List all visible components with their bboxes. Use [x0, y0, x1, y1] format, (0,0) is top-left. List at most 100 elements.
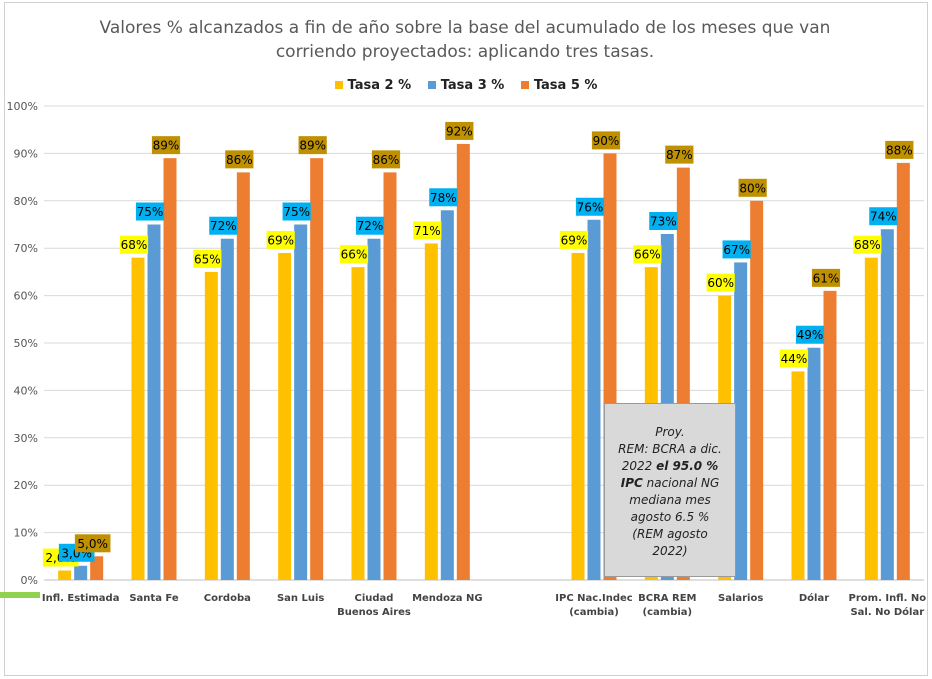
data-label: 5,0% — [77, 537, 108, 551]
legend-item-tasa-3: Tasa 3 % — [427, 78, 505, 93]
annotation-line-7: (REM agosto — [632, 527, 708, 541]
data-label: 89% — [299, 139, 326, 153]
bar — [90, 556, 104, 580]
y-tick-label: 60% — [14, 290, 38, 303]
data-label-background — [266, 230, 295, 249]
y-tick-label: 80% — [14, 195, 38, 208]
data-label-background — [706, 273, 735, 292]
y-tick-label: 30% — [14, 432, 38, 445]
annotation-line-8: 2022) — [652, 544, 688, 558]
data-label: 69% — [267, 233, 294, 247]
bar — [864, 257, 878, 580]
category-label: Mendoza NG — [412, 593, 483, 604]
bar — [571, 252, 585, 580]
y-tick-label: 10% — [14, 527, 38, 540]
data-label-background — [339, 245, 369, 264]
data-label-background — [225, 150, 254, 169]
bar — [880, 229, 894, 581]
annotation-line-6: agosto 6.5 % — [630, 510, 710, 524]
data-label-background — [151, 136, 181, 155]
data-label-background — [665, 145, 694, 164]
data-label: 60% — [707, 276, 734, 290]
data-label-background — [371, 150, 401, 169]
bar — [823, 290, 837, 580]
category-label: Ciudad — [355, 593, 394, 604]
legend-item-tasa-2: Tasa 2 % — [334, 78, 412, 93]
category-label: Cordoba — [204, 593, 251, 604]
bar — [383, 172, 397, 581]
data-label: 78% — [430, 191, 457, 205]
bar — [351, 267, 365, 580]
data-label: 72% — [210, 219, 237, 233]
bar — [791, 371, 805, 580]
data-label: 66% — [341, 248, 368, 262]
chart-title-line-2: corriendo proyectados: aplicando tres ta… — [275, 42, 655, 62]
data-label: 71% — [414, 224, 441, 238]
category-label: (cambia) — [569, 607, 619, 618]
bar — [807, 347, 821, 580]
data-label: 92% — [446, 124, 473, 138]
data-label: 74% — [870, 210, 897, 224]
data-label-background — [722, 240, 751, 259]
category-label: BCRA REM — [638, 593, 696, 604]
bar — [310, 158, 324, 580]
legend-swatch-tasa-3 — [427, 81, 436, 89]
data-label: 86% — [373, 153, 400, 167]
data-label-background — [209, 216, 238, 235]
chart-title: Valores % alcanzados a fin de año sobre … — [60, 16, 870, 64]
bar — [424, 243, 438, 580]
data-label-background — [591, 131, 621, 150]
bar — [896, 162, 910, 580]
data-label: 44% — [781, 352, 808, 366]
legend-swatch-tasa-2 — [334, 81, 343, 89]
category-label: Salarios — [718, 593, 763, 604]
annotation-ipc: IPC — [620, 476, 643, 490]
y-tick-label: 90% — [14, 147, 38, 160]
bar — [204, 271, 218, 580]
bar — [236, 172, 250, 581]
legend-label-tasa-3: Tasa 3 % — [440, 78, 505, 93]
data-label-background — [633, 245, 662, 264]
bar — [131, 257, 145, 580]
y-tick-label: 0% — [21, 574, 38, 587]
annotation-year: 2022 — [621, 459, 653, 473]
y-tick-label: 20% — [14, 479, 38, 492]
category-label: Infl. Estimada — [42, 593, 120, 604]
data-label: 87% — [666, 148, 693, 162]
annotation-line-4: IPC nacional NG — [611, 475, 729, 492]
annotation-line-3: 2022 el 95.0 % — [611, 458, 729, 475]
annotation-line-5: mediana mes — [629, 493, 711, 507]
data-label-background — [355, 216, 385, 235]
bar — [734, 262, 748, 580]
data-label: 88% — [886, 143, 913, 157]
data-label-background — [795, 325, 825, 344]
data-label: 73% — [650, 214, 677, 228]
data-label-background — [779, 349, 809, 368]
data-label: 49% — [797, 328, 824, 342]
category-label: Buenos Aires — [337, 607, 411, 618]
bar — [750, 200, 764, 581]
bar — [163, 158, 177, 580]
data-label: 69% — [561, 233, 588, 247]
data-label-background — [135, 202, 165, 221]
annotation-value: el 95.0 % — [656, 459, 719, 473]
data-label-background — [74, 534, 111, 553]
category-label: Dólar — [799, 592, 829, 604]
legend-label-tasa-5: Tasa 5 % — [533, 78, 598, 93]
legend-label-tasa-2: Tasa 2 % — [347, 78, 412, 93]
legend-item-tasa-5: Tasa 5 % — [520, 78, 598, 93]
data-label-background — [811, 268, 841, 287]
data-label: 68% — [121, 238, 148, 252]
data-label-background — [738, 178, 767, 197]
data-label-background — [282, 202, 311, 221]
data-label: 67% — [723, 243, 750, 257]
legend-swatch-tasa-5 — [520, 81, 529, 89]
y-tick-label: 40% — [14, 384, 38, 397]
data-label: 61% — [813, 271, 840, 285]
data-label-background — [559, 230, 589, 249]
category-label: Prom. Infl. No — [849, 593, 927, 604]
data-label-background — [429, 188, 458, 207]
bar — [278, 252, 292, 580]
data-label-background — [649, 211, 678, 230]
